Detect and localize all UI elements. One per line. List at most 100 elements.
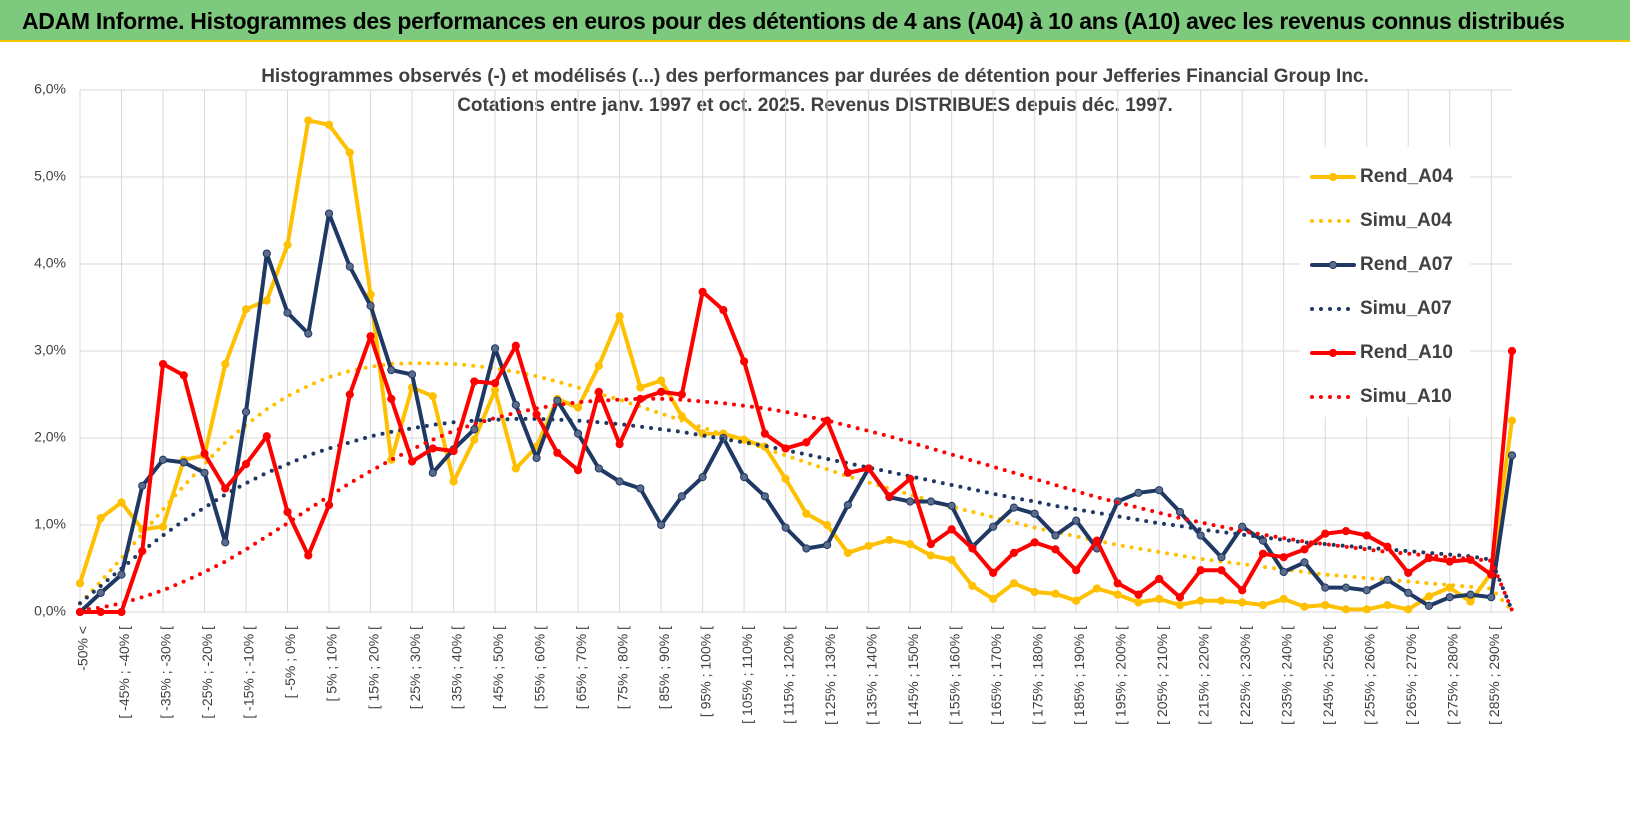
point [511,341,520,350]
point [96,607,105,617]
point [1341,583,1351,592]
x-tick-label: [ 125% ; 130% [ [822,626,838,725]
x-tick-label: [ 285% ; 290% [ [1486,626,1502,725]
point [304,551,313,560]
point [428,392,437,401]
point [1134,590,1143,599]
x-tick-label: [ 75% ; 80% [ [614,626,630,709]
point [1341,605,1351,614]
point [823,520,832,530]
point [1424,601,1434,611]
point [511,464,520,473]
point [366,290,375,299]
x-tick-label: -50% < [75,626,91,671]
point [968,544,977,553]
x-tick-label: [ -25% ; -20% [ [199,626,215,719]
legend-bg [1300,147,1470,417]
x-tick-label: [ -15% ; -10% [ [241,626,257,719]
y-tick-label: 1,0% [34,516,66,532]
point [1424,592,1434,601]
point [1155,486,1164,495]
point [407,370,417,379]
point [615,439,624,449]
point [138,481,147,490]
point [96,588,105,597]
point [324,500,334,510]
point [802,544,811,553]
point [947,501,956,510]
point [885,492,894,501]
point [532,453,541,463]
legend-label: Simu_A07 [1360,298,1452,319]
legend-marker [1328,348,1338,358]
point [1009,548,1019,557]
point [1134,488,1143,497]
point [802,438,811,447]
point [158,455,168,464]
x-tick-label: [ 255% ; 260% [ [1361,626,1377,725]
point [989,594,998,604]
point [262,296,271,305]
point [594,387,603,396]
point [1175,593,1185,602]
point [1051,545,1060,554]
x-tick-label: [ 245% ; 250% [ [1320,626,1336,725]
point [553,448,562,457]
banner-title: ADAM Informe. Histogrammes des performan… [22,8,1565,34]
legend-label: Rend_A10 [1360,342,1453,363]
point [158,522,168,531]
x-tick-label: [ 185% ; 190% [ [1071,626,1087,725]
point [1300,545,1309,554]
point [719,306,728,315]
point [283,507,292,517]
point [657,520,666,530]
point [1030,538,1039,547]
point [698,473,707,482]
point [1030,509,1039,518]
point [1238,586,1247,595]
point [636,484,645,493]
point [1404,588,1413,597]
point [615,477,624,486]
point [1009,503,1019,512]
x-tick-label: [ 105% ; 110% [ [739,626,755,724]
point [1238,598,1247,607]
point [117,570,126,579]
point [449,446,458,456]
chart-title: Histogrammes observés (-) et modélisés (… [261,66,1369,87]
point [532,410,541,419]
x-tick-label: [ 275% ; 280% [ [1444,626,1460,725]
model-line [78,416,1514,613]
model-line [78,396,1514,613]
point [636,383,645,392]
point [1155,574,1164,584]
point [407,457,417,466]
point [241,460,251,469]
point [968,581,977,591]
point [75,579,85,588]
point [428,444,437,453]
x-tick-label: [ 225% ; 230% [ [1237,626,1253,725]
point [262,432,271,441]
x-tick-label: [ 135% ; 140% [ [863,626,879,725]
point [760,429,769,438]
observed-line [78,118,1514,612]
point [1113,579,1122,588]
x-tick-label: [ 165% ; 170% [ [988,626,1004,725]
point [1155,594,1164,604]
point [1445,593,1454,602]
point [1279,594,1288,604]
point [573,466,583,475]
point [221,359,230,369]
point [781,444,790,453]
x-tick-label: [ 115% ; 120% [ [780,626,796,724]
point [1134,598,1143,607]
point [657,376,666,385]
point [553,396,562,405]
point [1507,416,1517,425]
x-tick-label: [ 205% ; 210% [ [1154,626,1170,725]
point [428,468,437,477]
point [781,523,790,532]
point [470,435,479,444]
x-tick-label: [ 15% ; 20% [ [365,626,381,709]
